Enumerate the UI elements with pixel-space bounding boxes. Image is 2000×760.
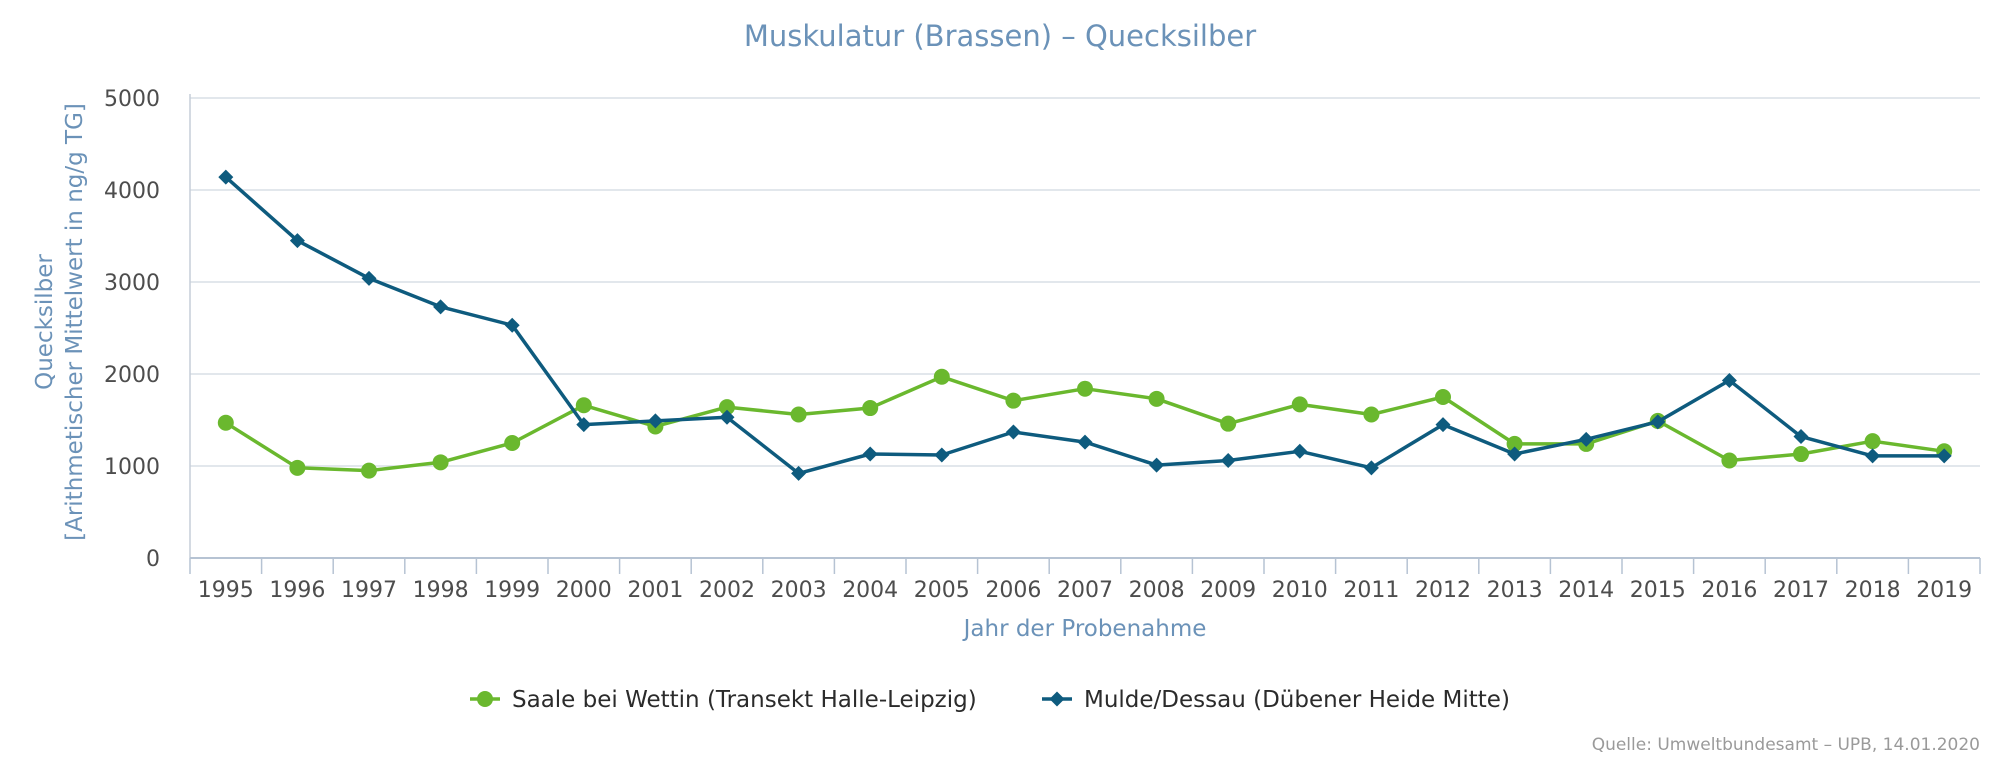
legend-label: Mulde/Dessau (Dübener Heide Mitte): [1084, 687, 1510, 713]
y-tick-label: 1000: [104, 455, 160, 480]
y-axis-title: Quecksilber [Arithmetischer Mittelwert i…: [32, 103, 88, 541]
data-point: [1650, 414, 1666, 430]
data-point: [576, 417, 592, 433]
x-tick-label: 2017: [1773, 578, 1829, 603]
chart-title: Muskulatur (Brassen) – Quecksilber: [744, 19, 1256, 53]
data-point: [289, 233, 305, 249]
x-tick-label: 2004: [842, 578, 898, 603]
data-point: [1507, 446, 1523, 462]
x-tick-label: 2001: [627, 578, 683, 603]
series-line: [224, 175, 1945, 476]
x-axis: 1995 1996 1997 1998 1999 2000 2001 2002 2003 2004…: [189, 94, 1981, 603]
data-point: [790, 406, 807, 423]
data-point: [361, 270, 377, 286]
legend: Saale bei Wettin (Transekt Halle-Leipzig…: [470, 687, 1510, 713]
x-tick-label: 2013: [1487, 578, 1543, 603]
x-tick-label: 1997: [341, 578, 397, 603]
y-axis-title-line2: [Arithmetischer Mittelwert in ng/g TG]: [62, 103, 88, 541]
data-point: [934, 447, 950, 463]
data-point: [1936, 448, 1952, 464]
data-point: [1721, 452, 1738, 469]
x-tick-label: 2000: [556, 578, 612, 603]
data-point: [433, 299, 449, 315]
y-tick-label: 3000: [104, 271, 160, 296]
data-point: [504, 317, 520, 333]
data-point: [1005, 424, 1021, 440]
x-tick-label: 2014: [1558, 578, 1614, 603]
data-point: [1363, 406, 1380, 423]
data-point: [1578, 431, 1594, 447]
data-point: [217, 414, 234, 431]
legend-marker-diamond: [1049, 691, 1065, 707]
data-point: [1435, 417, 1451, 433]
x-tick-label: 2009: [1200, 578, 1256, 603]
x-tick-label: 2019: [1916, 578, 1972, 603]
x-tick-label: 2005: [914, 578, 970, 603]
data-point: [432, 454, 449, 471]
series-layer: [217, 169, 1953, 481]
data-point: [1291, 396, 1308, 413]
x-tick-label: 1995: [198, 578, 254, 603]
x-tick-label: 2003: [771, 578, 827, 603]
x-tick-label: 1996: [269, 578, 325, 603]
x-tick-label: 1998: [413, 578, 469, 603]
data-point: [1793, 446, 1809, 463]
data-point: [719, 409, 735, 425]
grid: [190, 97, 1980, 467]
x-axis-title: Jahr der Probenahme: [962, 616, 1207, 642]
data-point: [933, 368, 950, 385]
data-point: [1005, 392, 1022, 409]
data-point: [1220, 415, 1237, 432]
series-1: [217, 368, 1953, 479]
x-tick-label: 2016: [1701, 578, 1757, 603]
x-tick-label: 2006: [985, 578, 1041, 603]
data-point: [719, 399, 735, 416]
data-point: [1149, 457, 1165, 473]
x-tick-label: 2002: [699, 578, 755, 603]
data-point: [1435, 389, 1451, 405]
data-point: [1363, 460, 1379, 476]
data-point: [862, 446, 878, 462]
data-point: [1292, 443, 1308, 459]
y-tick-label: 5000: [104, 87, 160, 112]
data-point: [647, 413, 663, 429]
x-tick-label: 2008: [1129, 578, 1185, 603]
data-point: [1864, 433, 1881, 450]
data-point: [862, 400, 879, 417]
data-point: [575, 397, 592, 414]
y-axis-title-line1: Quecksilber: [32, 254, 58, 390]
data-point: [218, 169, 234, 185]
legend-marker-circle: [477, 691, 493, 707]
y-tick-label: 0: [146, 547, 160, 572]
data-point: [1793, 429, 1809, 445]
data-point: [1220, 452, 1236, 468]
data-point: [1721, 372, 1737, 388]
legend-item-2[interactable]: Mulde/Dessau (Dübener Heide Mitte): [1042, 687, 1510, 713]
data-point: [791, 465, 807, 481]
x-tick-label: 2010: [1272, 578, 1328, 603]
x-tick-label: 2015: [1630, 578, 1686, 603]
legend-item-1[interactable]: Saale bei Wettin (Transekt Halle-Leipzig…: [470, 687, 977, 713]
series-2: [218, 169, 1952, 481]
x-tick-label: 2018: [1845, 578, 1901, 603]
data-point: [1506, 435, 1523, 452]
y-axis-ticks: 0 1000 2000 3000 4000 5000: [104, 87, 160, 572]
data-point: [1865, 448, 1881, 464]
x-tick-label: 1999: [484, 578, 540, 603]
y-tick-label: 4000: [104, 179, 160, 204]
x-tick-label: 2012: [1415, 578, 1471, 603]
data-point: [1077, 434, 1093, 450]
y-tick-label: 2000: [104, 363, 160, 388]
credit-text: Quelle: Umweltbundesamt – UPB, 14.01.202…: [1592, 735, 1980, 755]
x-tick-label: 2011: [1343, 578, 1399, 603]
data-point: [289, 459, 306, 476]
data-point: [361, 462, 377, 479]
data-point: [504, 435, 521, 451]
data-point: [1077, 380, 1093, 397]
legend-label: Saale bei Wettin (Transekt Halle-Leipzig…: [512, 687, 977, 713]
data-point: [1148, 390, 1165, 407]
x-tick-label: 2007: [1057, 578, 1113, 603]
